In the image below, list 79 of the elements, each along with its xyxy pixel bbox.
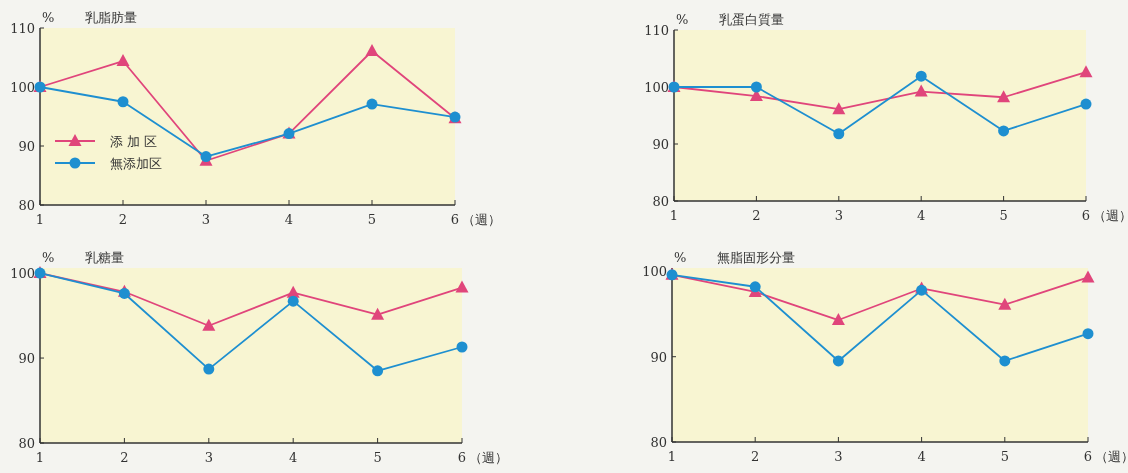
point (202, 318, 216, 331)
x-tick-label: 4 (917, 449, 926, 464)
y-axis-title: % (674, 250, 687, 265)
chart-title: 乳蛋白質量 (719, 12, 784, 27)
y-tick-label: 80 (18, 436, 35, 451)
point (997, 90, 1011, 103)
y-tick-label: 90 (18, 139, 35, 154)
y-tick-label: 100 (10, 266, 35, 282)
x-tick-label: 2 (752, 208, 761, 223)
x-tick-label: 2 (118, 212, 128, 227)
x-tick-label: 4 (917, 208, 926, 223)
point (749, 281, 761, 293)
chart-title: 乳糖量 (85, 250, 124, 265)
x-tick-label: 2 (120, 450, 129, 465)
point (998, 125, 1010, 137)
y-axis-title: % (42, 10, 55, 25)
y-tick-label: 90 (652, 137, 669, 152)
y-tick-label: 100 (644, 80, 669, 95)
point (117, 96, 129, 108)
chart-title: 乳脂肪量 (85, 10, 137, 25)
y-tick-label: 110 (10, 21, 35, 36)
y-tick-label: 80 (650, 435, 667, 450)
point (366, 98, 378, 110)
x-axis-title: （週） (469, 450, 508, 465)
x-tick-label: 1 (35, 450, 45, 465)
point (750, 81, 762, 93)
point (831, 313, 845, 326)
y-tick-label: 110 (644, 23, 669, 38)
y-tick-label: 100 (642, 264, 667, 280)
point (833, 128, 845, 140)
point (914, 84, 928, 97)
x-tick-label: 1 (667, 449, 677, 464)
x-axis-title: （週） (1093, 208, 1128, 223)
y-tick-label: 100 (10, 80, 35, 95)
x-tick-label: 1 (35, 212, 45, 227)
x-axis-title: （週） (1095, 449, 1128, 464)
point (456, 341, 468, 353)
x-tick-label: 6 (450, 212, 460, 227)
chart-title: 無脂固形分量 (717, 250, 795, 265)
x-tick-label: 5 (1000, 449, 1009, 464)
x-tick-label: 3 (201, 212, 211, 227)
y-axis-title: % (42, 250, 55, 265)
point (365, 44, 379, 57)
point (1081, 270, 1095, 283)
point (832, 102, 846, 115)
x-axis-title: （週） (462, 212, 501, 227)
point (915, 70, 927, 82)
legend-label: 無添加区 (110, 156, 162, 171)
point (203, 363, 215, 375)
point (372, 365, 384, 377)
point (116, 54, 130, 67)
y-axis-title: % (676, 12, 689, 27)
x-tick-label: 3 (834, 208, 843, 223)
x-tick-label: 6 (457, 450, 467, 465)
y-tick-label: 90 (18, 351, 35, 367)
x-tick-label: 3 (204, 450, 213, 465)
point (371, 307, 385, 320)
point (832, 355, 844, 367)
y-tick-label: 80 (652, 194, 669, 209)
x-tick-label: 3 (834, 449, 843, 464)
point (998, 297, 1012, 310)
y-tick-label: 90 (650, 349, 667, 365)
point (1082, 328, 1094, 340)
x-tick-label: 2 (751, 449, 760, 464)
point (287, 295, 299, 307)
point (455, 280, 469, 293)
point (1079, 65, 1093, 78)
x-tick-label: 5 (373, 450, 382, 465)
x-tick-label: 4 (284, 212, 294, 227)
x-tick-label: 5 (367, 212, 377, 227)
y-tick-label: 80 (18, 198, 35, 213)
point (999, 355, 1011, 367)
x-tick-label: 5 (999, 208, 1008, 223)
point (1080, 98, 1092, 110)
x-tick-label: 6 (1081, 208, 1091, 223)
x-tick-label: 1 (669, 208, 679, 223)
legend-label: 添 加 区 (110, 134, 158, 149)
x-tick-label: 4 (289, 450, 298, 465)
x-tick-label: 6 (1083, 449, 1093, 464)
